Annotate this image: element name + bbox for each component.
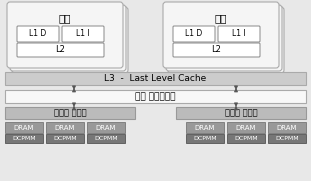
Bar xyxy=(5,134,43,143)
Bar xyxy=(227,134,265,143)
FancyBboxPatch shape xyxy=(17,43,104,57)
FancyBboxPatch shape xyxy=(163,2,279,68)
Bar xyxy=(227,122,265,133)
Bar xyxy=(5,122,43,133)
Bar xyxy=(5,107,135,119)
Bar xyxy=(46,122,84,133)
Bar xyxy=(46,134,84,143)
Text: DCPMM: DCPMM xyxy=(53,136,77,141)
FancyBboxPatch shape xyxy=(168,7,284,73)
FancyBboxPatch shape xyxy=(218,26,260,42)
Text: DCPMM: DCPMM xyxy=(12,136,36,141)
Text: DRAM: DRAM xyxy=(236,125,256,131)
Bar xyxy=(186,122,224,133)
Text: DCPMM: DCPMM xyxy=(275,136,299,141)
FancyBboxPatch shape xyxy=(173,26,215,42)
Text: L1 D: L1 D xyxy=(29,30,47,39)
Text: DRAM: DRAM xyxy=(195,125,215,131)
Bar xyxy=(268,122,306,133)
Text: 메모리 제어기: 메모리 제어기 xyxy=(225,108,257,117)
Bar xyxy=(5,72,306,85)
Text: L2: L2 xyxy=(56,45,65,54)
Text: L2: L2 xyxy=(211,45,221,54)
Bar xyxy=(5,90,306,103)
FancyBboxPatch shape xyxy=(173,43,260,57)
Text: 메모리 제어기: 메모리 제어기 xyxy=(54,108,86,117)
Text: DRAM: DRAM xyxy=(96,125,116,131)
Text: DCPMM: DCPMM xyxy=(94,136,118,141)
Text: DRAM: DRAM xyxy=(277,125,297,131)
Text: 코어: 코어 xyxy=(59,13,71,23)
Text: L1 I: L1 I xyxy=(232,30,246,39)
Bar xyxy=(87,122,125,133)
FancyBboxPatch shape xyxy=(17,26,59,42)
Text: DCPMM: DCPMM xyxy=(234,136,258,141)
FancyBboxPatch shape xyxy=(12,7,128,73)
Text: 코어: 코어 xyxy=(215,13,227,23)
FancyBboxPatch shape xyxy=(62,26,104,42)
Text: L3  -  Last Level Cache: L3 - Last Level Cache xyxy=(104,74,207,83)
Text: DCPMM: DCPMM xyxy=(193,136,217,141)
Bar xyxy=(268,134,306,143)
Text: 메슈 인터케넥트: 메슈 인터케넥트 xyxy=(135,92,176,101)
Text: L1 I: L1 I xyxy=(76,30,90,39)
Bar xyxy=(87,134,125,143)
FancyBboxPatch shape xyxy=(10,5,126,71)
Text: DRAM: DRAM xyxy=(55,125,75,131)
FancyBboxPatch shape xyxy=(166,5,282,71)
FancyBboxPatch shape xyxy=(7,2,123,68)
Bar xyxy=(186,134,224,143)
Text: L1 D: L1 D xyxy=(185,30,203,39)
Bar xyxy=(176,107,306,119)
Text: DRAM: DRAM xyxy=(14,125,34,131)
